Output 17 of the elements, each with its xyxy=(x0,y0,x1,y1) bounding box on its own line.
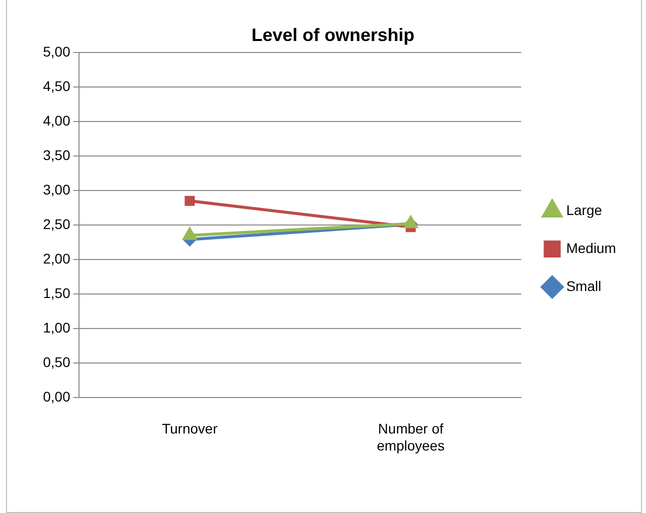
y-tick-label: 3,00 xyxy=(43,181,70,198)
y-tick-label: 4,50 xyxy=(43,78,70,94)
y-tick-label: 1,50 xyxy=(43,284,70,301)
y-tick-label: 0,50 xyxy=(43,354,70,370)
y-tick-label: 4,00 xyxy=(43,112,70,128)
legend-label: Large xyxy=(566,202,602,218)
x-tick-label: Number of employees xyxy=(376,420,445,454)
y-tick-label: 0,00 xyxy=(43,388,70,404)
legend-label: Medium xyxy=(566,240,616,256)
y-tick-label: 5,00 xyxy=(43,43,70,60)
y-tick-label: 3,50 xyxy=(43,146,70,163)
y-tick-label: 2,00 xyxy=(43,250,70,266)
legend-label: Small xyxy=(566,278,602,294)
x-tick-label: Turnover xyxy=(162,420,218,437)
chart-title: Level of ownership xyxy=(251,24,415,45)
y-tick-label: 1,00 xyxy=(43,319,70,336)
y-tick-label: 2,50 xyxy=(43,216,70,232)
